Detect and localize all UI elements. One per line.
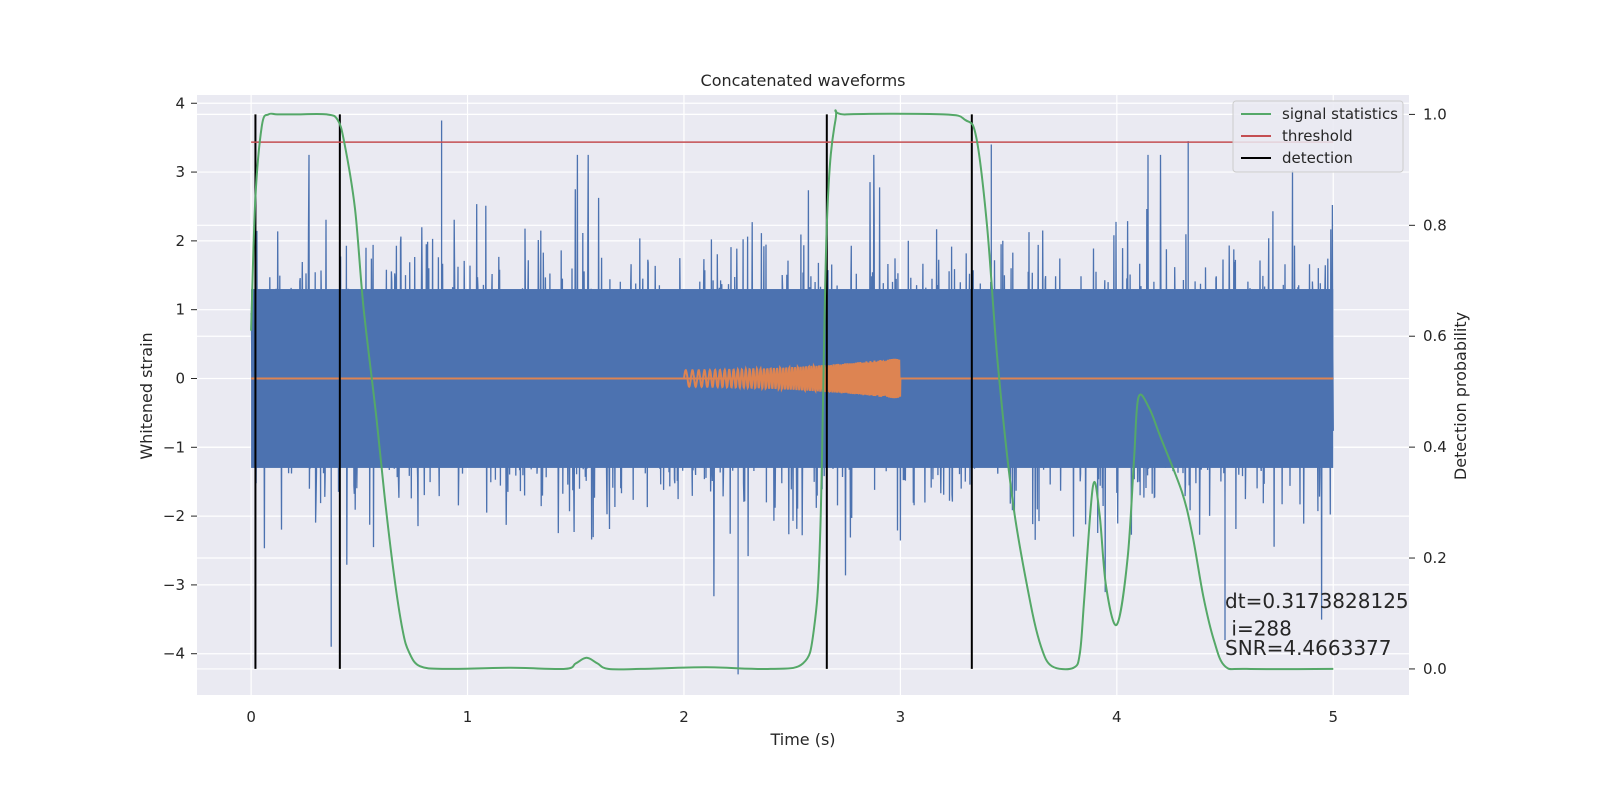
y-left-tick-label: 2 bbox=[175, 232, 185, 250]
x-tick-label: 1 bbox=[463, 708, 473, 726]
y-left-tick-label: −1 bbox=[163, 438, 185, 456]
y-left-tick-label: 0 bbox=[175, 369, 185, 387]
y-left-tick-label: 4 bbox=[175, 94, 185, 112]
axis-ticks: 0 1 2 3 4 5 −4 −3 −2 −1 0 1 2 3 4 0.0 0.2 0.4 0.6 0.8 1.0 bbox=[163, 94, 1447, 726]
legend-label-threshold: threshold bbox=[1282, 127, 1353, 145]
y-axis-label-right: Detection probability bbox=[1451, 312, 1470, 480]
annotation-snr: SNR=4.4663377 bbox=[1225, 636, 1391, 660]
x-axis-label: Time (s) bbox=[769, 730, 835, 749]
signal-statistics-line bbox=[250, 109, 1334, 671]
y-right-tick-label: 0.6 bbox=[1423, 327, 1447, 345]
legend-label-signal-statistics: signal statistics bbox=[1282, 105, 1398, 123]
legend-label-detection: detection bbox=[1282, 149, 1353, 167]
y-right-tick-label: 0.4 bbox=[1423, 438, 1447, 456]
y-left-tick-label: −3 bbox=[163, 576, 185, 594]
y-right-tick-label: 1.0 bbox=[1423, 105, 1447, 123]
injection-series bbox=[683, 358, 902, 399]
x-tick-label: 4 bbox=[1112, 708, 1122, 726]
legend: signal statistics threshold detection bbox=[1232, 100, 1404, 173]
y-right-tick-label: 0.0 bbox=[1423, 660, 1447, 678]
annotations: dt=0.3173828125 i=288 SNR=4.4663377 bbox=[1225, 589, 1409, 660]
y-left-tick-label: 1 bbox=[175, 301, 185, 319]
y-left-tick-label: −4 bbox=[163, 645, 185, 663]
annotation-dt: dt=0.3173828125 bbox=[1225, 589, 1409, 613]
y-left-tick-label: 3 bbox=[175, 163, 185, 181]
y-right-tick-label: 0.8 bbox=[1423, 216, 1447, 234]
x-tick-label: 2 bbox=[679, 708, 689, 726]
chart-title: Concatenated waveforms bbox=[701, 71, 906, 90]
y-left-tick-label: −2 bbox=[163, 507, 185, 525]
x-tick-label: 5 bbox=[1328, 708, 1338, 726]
annotation-i: i=288 bbox=[1225, 617, 1292, 641]
x-tick-label: 3 bbox=[896, 708, 906, 726]
legend-frame bbox=[1232, 100, 1404, 173]
y-right-tick-label: 0.2 bbox=[1423, 549, 1447, 567]
x-tick-label: 0 bbox=[246, 708, 256, 726]
y-axis-label-left: Whitened strain bbox=[137, 332, 156, 459]
